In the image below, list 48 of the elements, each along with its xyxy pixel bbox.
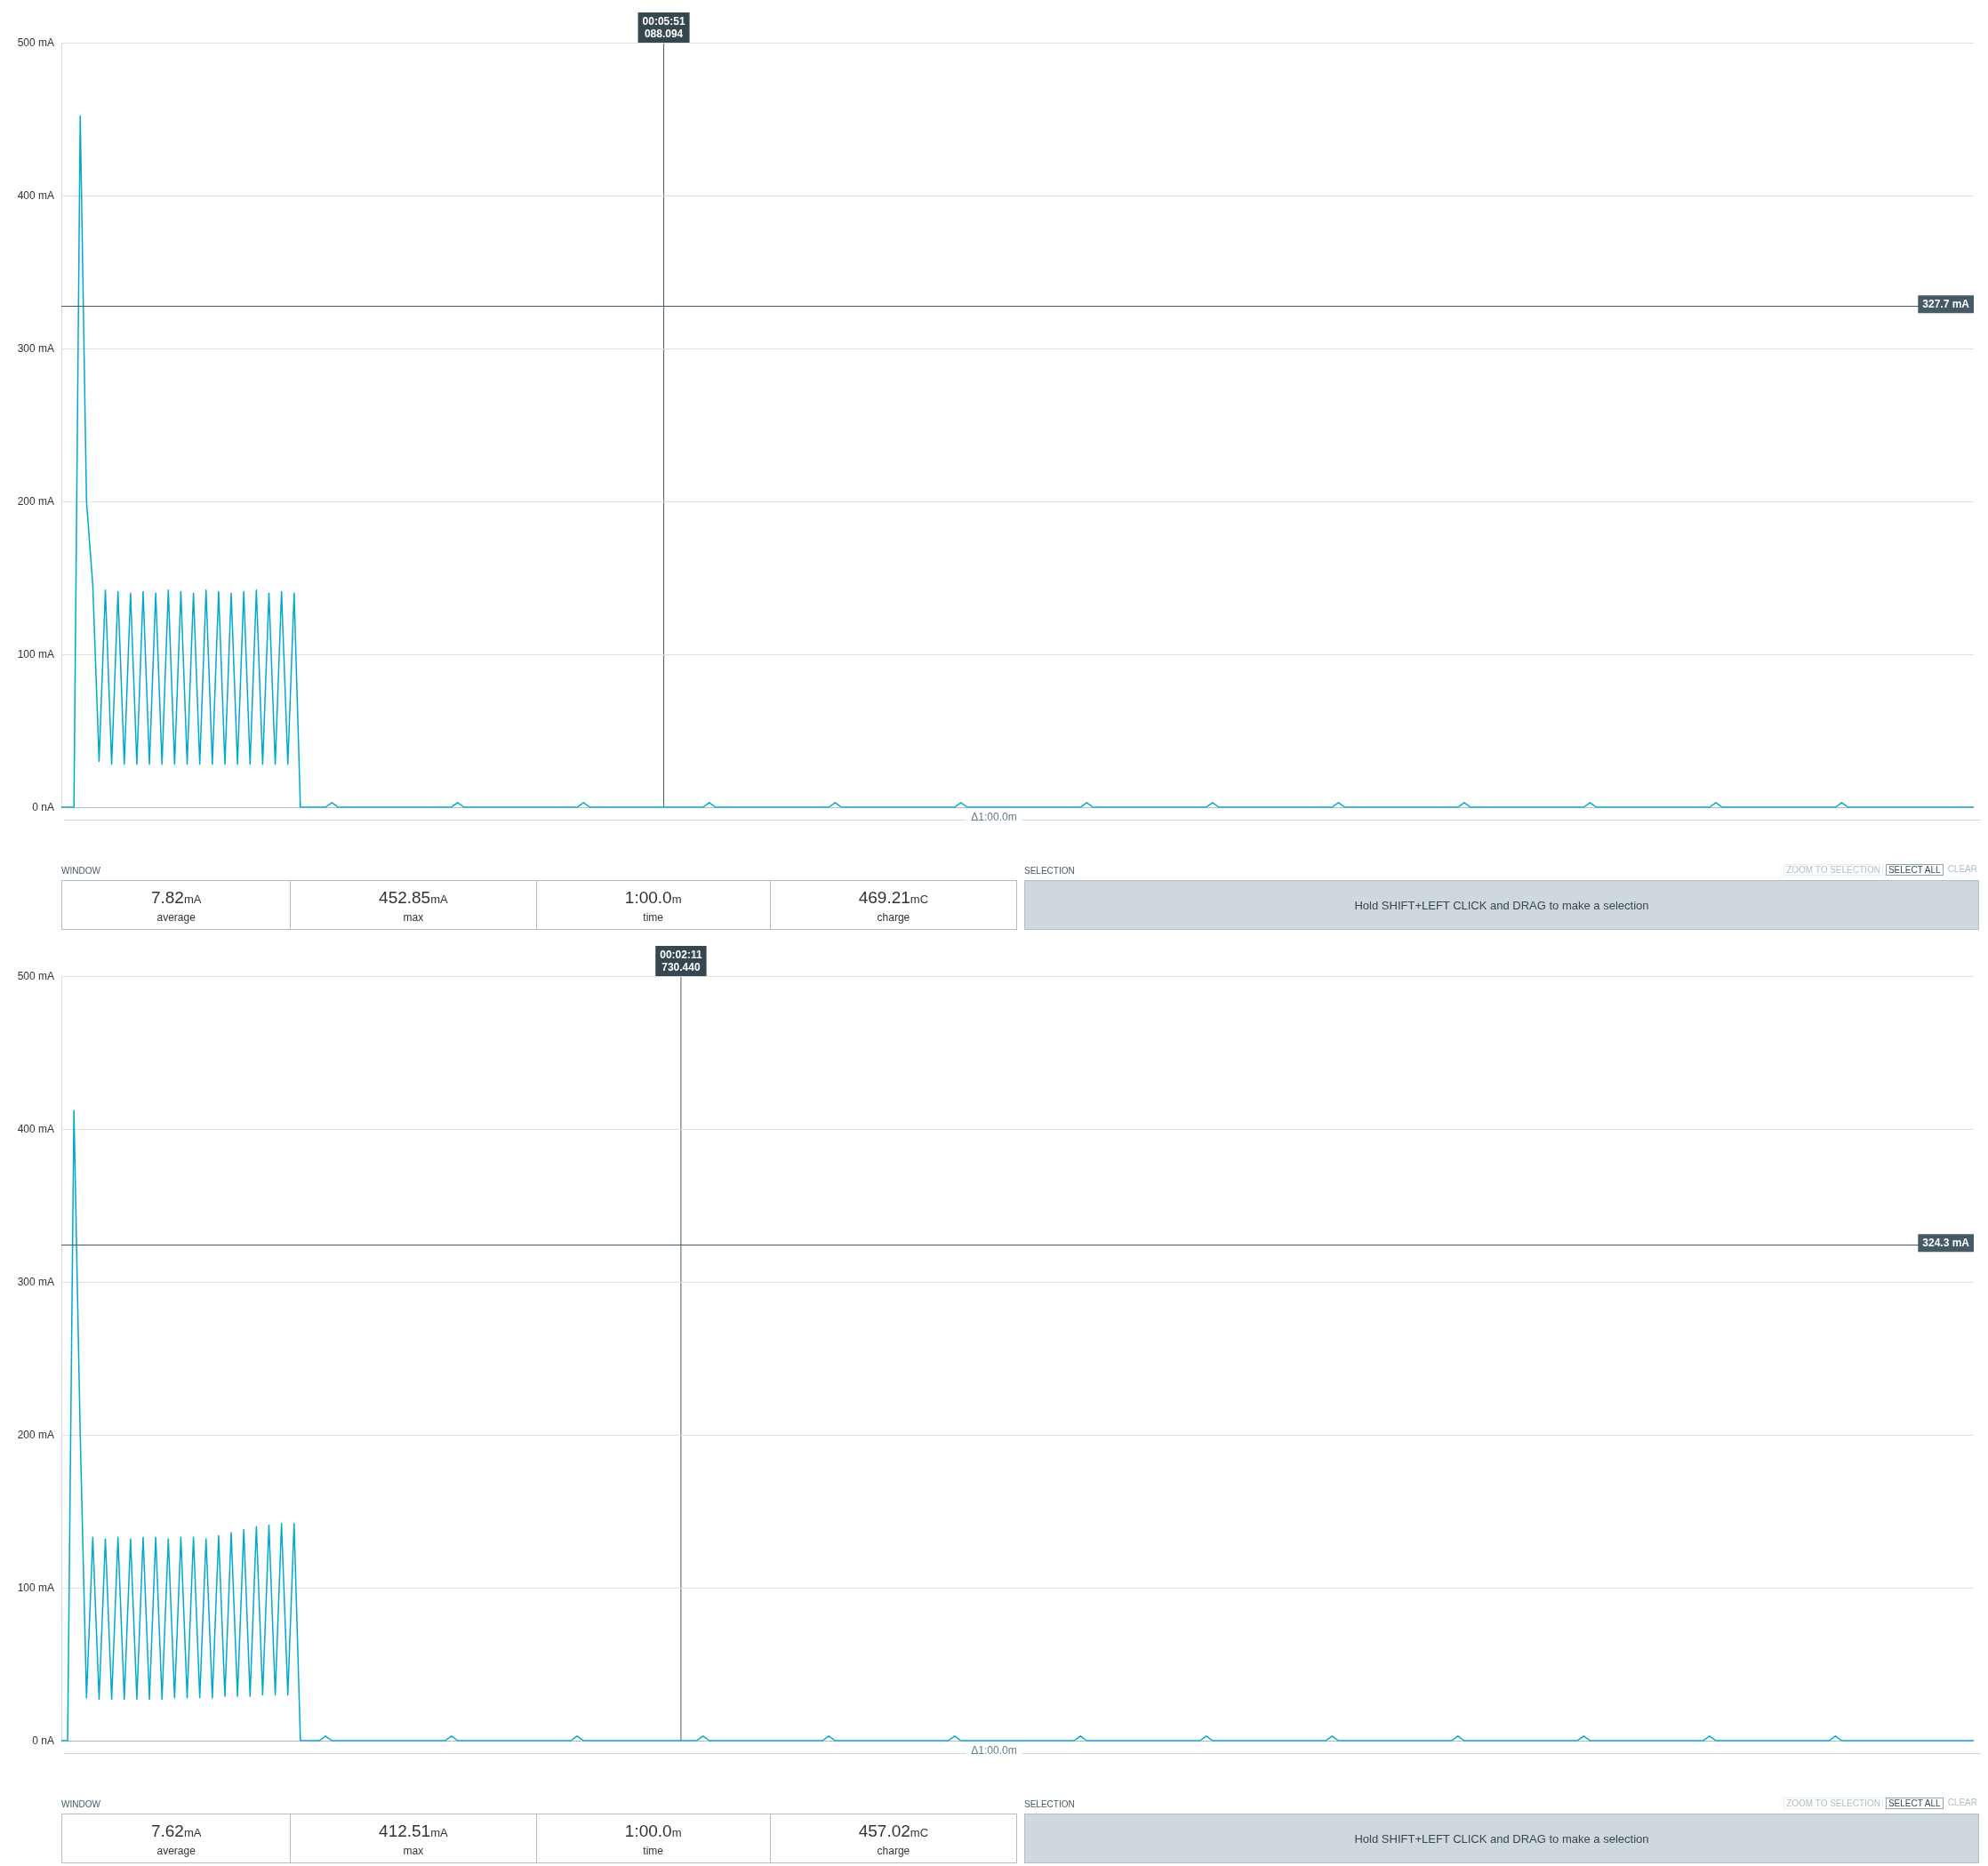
text: charge [876,911,911,924]
text: average [156,911,196,924]
text: charge [876,1845,911,1857]
text: ZOOM TO SELECTION [1784,864,1883,876]
y-tick-label: 0 nA [32,1734,54,1747]
text: ZOOM TO SELECTION [1784,1798,1883,1809]
text: SELECT ALL [1885,864,1944,876]
y-tick-label: 300 mA [17,1276,54,1288]
y-tick-label: 400 mA [17,189,54,202]
y-tick-label: 400 mA [17,1123,54,1135]
text: time [642,911,664,924]
y-tick-label: 200 mA [17,1429,54,1441]
text: WINDOW [61,866,100,876]
ref-line-label: 327.7 mA [1922,298,1970,311]
line-series [60,1109,1975,1742]
text: 1:00.0m [624,888,682,907]
text: Δ1:00.0m [971,811,1017,823]
text: 00:02:11 730.440 [660,949,702,973]
text: 7.62mA [150,1822,202,1840]
text: SELECTION [1024,1799,1075,1809]
line-series [60,115,1975,808]
y-tick-label: 300 mA [17,342,54,355]
y-tick-label: 500 mA [17,970,54,982]
text: 1:00.0m [624,1822,682,1840]
text: 00:05:51 088.094 [642,15,685,40]
y-tick-label: 200 mA [17,495,54,508]
text: CLEAR [1946,864,1978,876]
text: CLEAR [1946,1798,1978,1809]
text: SELECT ALL [1885,1798,1944,1809]
text: 412.51mA [379,1822,448,1840]
text: max [402,1845,425,1857]
ref-line-label: 324.3 mA [1922,1237,1970,1250]
text: 7.82mA [150,888,202,907]
text: time [642,1845,664,1857]
y-tick-label: 100 mA [17,648,54,661]
y-tick-label: 500 mA [17,36,54,49]
y-tick-label: 100 mA [17,1582,54,1594]
text: Hold SHIFT+LEFT CLICK and DRAG to make a selection [1024,1814,1979,1863]
text: max [402,911,425,924]
text: 469.21mC [858,888,929,907]
text: SELECTION [1024,866,1075,876]
text: 452.85mA [379,888,448,907]
text: Hold SHIFT+LEFT CLICK and DRAG to make a selection [1024,880,1979,930]
text: WINDOW [61,1799,100,1809]
text: 457.02mC [858,1822,929,1840]
text: Δ1:00.0m [971,1744,1017,1757]
y-tick-label: 0 nA [32,801,54,813]
text: average [156,1845,196,1857]
